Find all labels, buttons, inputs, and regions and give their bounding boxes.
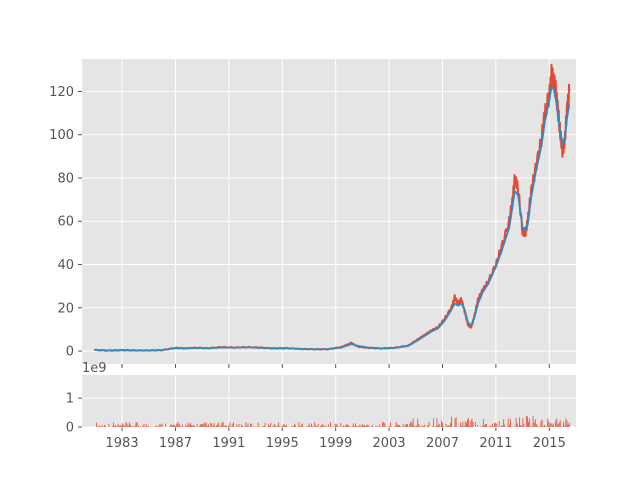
x-tick-label: 1995	[266, 436, 299, 451]
x-tick-label: 2007	[426, 436, 459, 451]
volume-plot-background	[82, 375, 576, 427]
x-tick-label: 2015	[533, 436, 566, 451]
y-tick-label: 120	[49, 85, 74, 100]
price-series-line-2	[94, 86, 571, 352]
volume-offset-label: 1e9	[82, 361, 107, 376]
x-tick-label: 1999	[319, 436, 352, 451]
y-tick-label: 1	[66, 392, 74, 407]
volume-axes: 1983 1987 1991 1995 1999 2003 2007 2011 2015 0 1 1e…	[66, 361, 576, 451]
price-plot-background	[82, 59, 576, 364]
y-tick-label: 60	[57, 215, 74, 230]
x-tick-label: 1991	[212, 436, 245, 451]
x-tick-label: 2011	[479, 436, 512, 451]
price-axes: 0 20 40 60 80 100 120	[49, 59, 576, 368]
y-tick-label: 0	[66, 345, 74, 360]
y-tick-label: 40	[57, 258, 74, 273]
x-tick-label: 2003	[373, 436, 406, 451]
y-tick-label: 100	[49, 128, 74, 143]
y-tick-label: 80	[57, 171, 74, 186]
y-tick-label: 20	[57, 301, 74, 316]
x-tick-label: 1987	[159, 436, 192, 451]
y-tick-label: 0	[66, 421, 74, 436]
x-tick-label: 1983	[106, 436, 139, 451]
